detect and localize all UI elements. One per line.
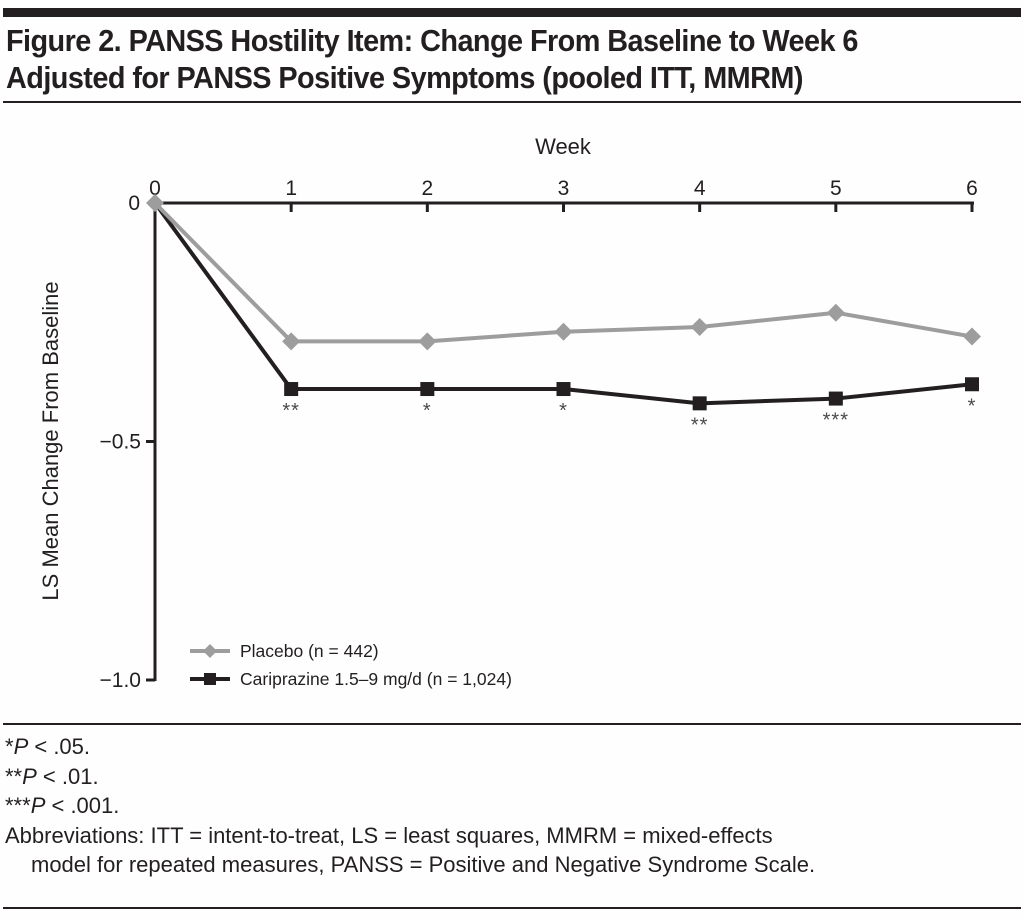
legend-label-placebo: Placebo (n = 442) (240, 641, 379, 661)
footnote-abbreviations-line1: Abbreviations: ITT = intent-to-treat, LS… (5, 822, 773, 848)
data-point-square (420, 382, 435, 397)
x-axis-label: Week (535, 134, 592, 159)
data-point-diamond (690, 318, 709, 337)
footnotes: *P < .05. **P < .01. ***P < .001. Abbrev… (5, 732, 815, 880)
x-tick-label: 6 (966, 177, 978, 200)
line-chart: Week LS Mean Change From Baseline 0 1 2 3 4 5… (38, 134, 981, 692)
x-tick-label: 5 (830, 177, 842, 200)
significance-annotation: * (559, 400, 568, 422)
top-rule (3, 8, 1021, 17)
axes: 0 1 2 3 4 5 6 0 −0.5 −1.0 (100, 177, 978, 692)
x-tick-label: 1 (285, 177, 297, 200)
data-point-square (828, 391, 843, 406)
legend-cariprazine-square-icon (190, 673, 230, 685)
x-tick-label: 4 (694, 177, 706, 200)
significance-annotation: ** (691, 414, 709, 436)
series-cariprazine (153, 201, 979, 411)
data-point-diamond (282, 332, 301, 351)
data-point-square (965, 377, 979, 392)
annotation-layer: ** * *** **** (282, 395, 977, 436)
x-tick-label: 2 (421, 177, 433, 200)
data-point-diamond (146, 194, 164, 212)
data-point-square (284, 382, 299, 397)
figure-title: Figure 2. PANSS Hostility Item: Change F… (6, 22, 945, 96)
significance-annotation: *** (823, 410, 849, 432)
footnote-rule-bottom (3, 907, 1021, 909)
x-tick-label: 3 (558, 177, 570, 200)
y-axis-label: LS Mean Change From Baseline (38, 281, 63, 600)
footnote-p001: ***P < .001. (5, 793, 120, 818)
data-point-square (556, 382, 571, 397)
data-point-diamond (826, 303, 845, 322)
footnote-abbreviations-line2: model for repeated measures, PANSS = Pos… (31, 852, 816, 877)
legend-placebo-diamond-icon (190, 644, 230, 658)
x-tick-label: 0 (149, 177, 161, 200)
footnote-p01: **P < .01. (5, 763, 99, 789)
y-tick-label: −1.0 (100, 669, 141, 692)
figure-title-line1: Figure 2. PANSS Hostility Item: Change F… (6, 23, 858, 58)
legend-label-cariprazine: Cariprazine 1.5–9 mg/d (n = 1,024) (240, 669, 512, 689)
legend-item-placebo: Placebo (n = 442) (190, 637, 512, 665)
footnote-p05: *P < .05. (5, 734, 91, 759)
series-layer (146, 194, 981, 411)
significance-annotation: * (968, 395, 977, 417)
series-line (153, 201, 973, 406)
footnote-rule-top (3, 723, 1021, 725)
series-line (153, 201, 973, 344)
series-placebo (146, 194, 981, 351)
title-rule (3, 101, 1021, 103)
significance-annotation: ** (282, 400, 300, 422)
y-tick-label: −0.5 (100, 431, 141, 454)
significance-annotation: * (423, 400, 432, 422)
legend: Placebo (n = 442) Cariprazine 1.5–9 mg/d… (190, 637, 512, 693)
data-point-diamond (418, 332, 437, 351)
data-point-diamond (963, 327, 981, 346)
legend-item-cariprazine: Cariprazine 1.5–9 mg/d (n = 1,024) (190, 665, 512, 693)
data-point-diamond (554, 322, 573, 341)
y-tick-label: 0 (128, 192, 140, 215)
figure-title-line2: Adjusted for PANSS Positive Symptoms (po… (6, 60, 803, 95)
data-point-square (692, 396, 707, 411)
